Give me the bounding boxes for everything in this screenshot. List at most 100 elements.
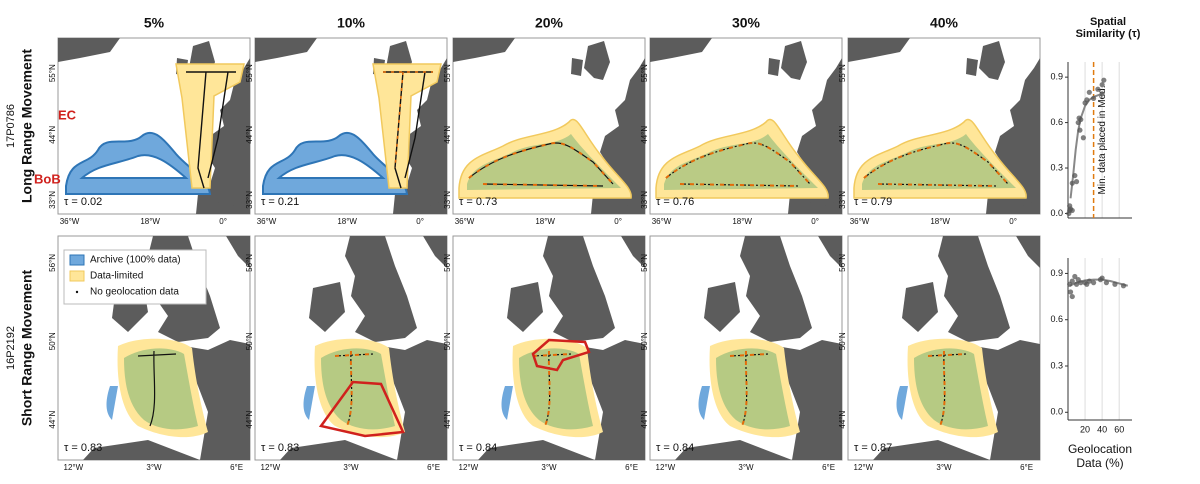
land bbox=[571, 58, 583, 76]
track bbox=[186, 71, 236, 189]
point bbox=[1091, 280, 1097, 286]
land bbox=[591, 38, 645, 214]
tau-label: τ = 0.76 bbox=[656, 196, 694, 208]
land bbox=[563, 340, 645, 460]
point bbox=[1101, 77, 1107, 83]
land bbox=[979, 41, 1005, 80]
map-y-label: 55°N bbox=[48, 64, 57, 82]
map-panel: τ = 0.87 12°W 3°W 6°E 44°N 50°N 56°N bbox=[838, 235, 1041, 472]
land bbox=[998, 200, 1040, 214]
tau-label: τ = 0.73 bbox=[459, 196, 497, 208]
map-y-label: 55°N bbox=[443, 64, 452, 82]
x-tick-label: 40 bbox=[1097, 424, 1107, 434]
map-panel: τ = 0.02 36°W 18°W 0° 33°N 44°N 55°N bbox=[48, 37, 251, 226]
point bbox=[1095, 86, 1101, 92]
map-panel: τ = 0.21 36°W 18°W 0° 33°N 44°N 55°N bbox=[245, 37, 448, 226]
point bbox=[1069, 293, 1075, 300]
track-gap bbox=[729, 350, 769, 427]
y-tick-label: 0.6 bbox=[1050, 117, 1063, 127]
tau-label: τ = 0.83 bbox=[261, 442, 299, 454]
map-y-label: 56°N bbox=[443, 254, 452, 272]
land bbox=[423, 236, 447, 268]
map-panel: τ = 0.84 12°W 3°W 6°E 44°N 50°N 56°N bbox=[443, 235, 646, 472]
point bbox=[1084, 97, 1090, 103]
map-x-label: 6°E bbox=[822, 463, 835, 472]
legend-label: Archive (100% data) bbox=[90, 255, 181, 266]
map-y-label: 50°N bbox=[640, 332, 649, 350]
y-tick-label: 0.0 bbox=[1050, 208, 1063, 218]
land bbox=[543, 236, 615, 342]
track bbox=[927, 350, 967, 427]
land bbox=[650, 38, 712, 62]
land bbox=[603, 200, 645, 214]
archive-area bbox=[303, 386, 315, 420]
bob-region bbox=[318, 380, 405, 438]
x-tick-label: 20 bbox=[1080, 424, 1090, 434]
land bbox=[453, 38, 515, 62]
land bbox=[800, 200, 842, 214]
map-x-label: 12°W bbox=[656, 463, 676, 472]
map-y-label: 44°N bbox=[640, 126, 649, 144]
legend-label: No geolocation data bbox=[90, 287, 179, 298]
map-y-label: 33°N bbox=[48, 191, 57, 209]
y-tick-label: 0.9 bbox=[1050, 268, 1063, 278]
column-header: 20% bbox=[535, 15, 564, 31]
map-x-label: 3°W bbox=[936, 463, 952, 472]
map-x-label: 3°W bbox=[541, 463, 557, 472]
land bbox=[704, 282, 740, 332]
land bbox=[478, 440, 595, 460]
point bbox=[1112, 281, 1118, 287]
map-y-label: 33°N bbox=[838, 191, 847, 209]
map-y-label: 56°N bbox=[838, 254, 847, 272]
y-tick-label: 0.0 bbox=[1050, 407, 1063, 417]
map-panel: τ = 0.73 36°W 18°W 0° 33°N 44°N 55°N bbox=[443, 37, 646, 226]
overlap-area bbox=[716, 348, 790, 430]
land bbox=[365, 340, 447, 460]
land bbox=[255, 38, 317, 62]
map-x-label: 36°W bbox=[850, 217, 870, 226]
trend-line bbox=[1069, 92, 1103, 199]
annotation: BoB bbox=[34, 171, 61, 186]
map-y-label: 33°N bbox=[443, 191, 452, 209]
tau-label: τ = 0.21 bbox=[261, 196, 299, 208]
map-y-label: 50°N bbox=[838, 332, 847, 350]
archive-area bbox=[896, 386, 908, 420]
map-y-label: 55°N bbox=[838, 64, 847, 82]
map-y-label: 44°N bbox=[838, 411, 847, 429]
point bbox=[1086, 278, 1092, 284]
point bbox=[1120, 283, 1127, 289]
track-gap bbox=[468, 142, 614, 187]
data-limited-area bbox=[175, 63, 245, 189]
column-header: 30% bbox=[732, 15, 761, 31]
map-panel: τ = 0.84 12°W 3°W 6°E 44°N 50°N 56°N bbox=[640, 235, 843, 472]
map-x-label: 3°W bbox=[343, 463, 359, 472]
map-x-label: 3°W bbox=[738, 463, 754, 472]
point bbox=[1078, 116, 1084, 123]
tau-label: τ = 0.02 bbox=[64, 196, 102, 208]
land bbox=[1016, 236, 1040, 268]
point bbox=[1091, 95, 1097, 101]
threshold-label: Min. data placed in Med. bbox=[1097, 86, 1108, 195]
land bbox=[405, 200, 447, 214]
row-label: Short Range Movement bbox=[19, 269, 35, 426]
map-x-label: 12°W bbox=[261, 463, 281, 472]
tau-label: τ = 0.87 bbox=[854, 442, 892, 454]
map-panel: τ = 0.76 36°W 18°W 0° 33°N 44°N 55°N bbox=[640, 37, 843, 226]
point bbox=[1072, 172, 1078, 179]
land bbox=[675, 440, 792, 460]
y-tick-label: 0.6 bbox=[1050, 314, 1063, 324]
point bbox=[1072, 273, 1078, 280]
ec-region bbox=[531, 338, 591, 372]
x-axis-label: Geolocation Data (%) bbox=[1067, 442, 1133, 470]
map-x-label: 6°E bbox=[625, 463, 638, 472]
land bbox=[621, 236, 645, 268]
map-y-label: 56°N bbox=[640, 254, 649, 272]
map-y-label: 44°N bbox=[443, 411, 452, 429]
point bbox=[1086, 89, 1092, 95]
land bbox=[902, 282, 938, 332]
land bbox=[584, 41, 610, 80]
land bbox=[507, 282, 543, 332]
map-x-label: 18°W bbox=[337, 217, 357, 226]
point bbox=[1078, 280, 1084, 286]
point bbox=[1069, 180, 1075, 186]
